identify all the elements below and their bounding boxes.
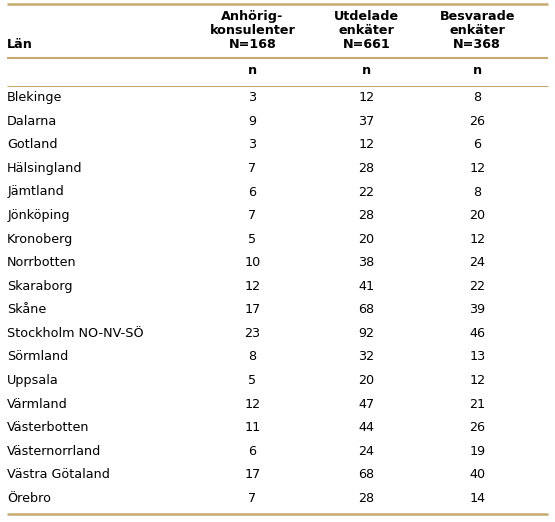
Text: Västernorrland: Västernorrland: [7, 445, 102, 458]
Text: 12: 12: [469, 162, 486, 175]
Text: enkäter: enkäter: [339, 24, 394, 37]
Text: 13: 13: [469, 350, 486, 363]
Text: Västra Götaland: Västra Götaland: [7, 468, 110, 481]
Text: konsulenter: konsulenter: [210, 24, 295, 37]
Text: 24: 24: [470, 256, 485, 269]
Text: Uppsala: Uppsala: [7, 374, 59, 387]
Text: 9: 9: [249, 115, 256, 128]
Text: N=661: N=661: [342, 38, 390, 51]
Text: Län: Län: [7, 38, 33, 51]
Text: 14: 14: [469, 492, 486, 505]
Text: Skaraborg: Skaraborg: [7, 280, 73, 293]
Text: N=168: N=168: [229, 38, 276, 51]
Text: Värmland: Värmland: [7, 397, 68, 410]
Text: 17: 17: [244, 303, 261, 316]
Text: 40: 40: [469, 468, 486, 481]
Text: 22: 22: [470, 280, 485, 293]
Text: Jämtland: Jämtland: [7, 185, 64, 198]
Text: 5: 5: [249, 374, 256, 387]
Text: Skåne: Skåne: [7, 303, 47, 316]
Text: 47: 47: [358, 397, 375, 410]
Text: 7: 7: [249, 162, 256, 175]
Text: 20: 20: [358, 374, 375, 387]
Text: 12: 12: [469, 233, 486, 246]
Text: 32: 32: [358, 350, 375, 363]
Text: Kronoberg: Kronoberg: [7, 233, 73, 246]
Text: 22: 22: [359, 185, 374, 198]
Text: 28: 28: [358, 209, 375, 222]
Text: 5: 5: [249, 233, 256, 246]
Text: 12: 12: [358, 91, 375, 104]
Text: 6: 6: [249, 185, 256, 198]
Text: 92: 92: [359, 327, 374, 340]
Text: enkäter: enkäter: [450, 24, 505, 37]
Text: 68: 68: [358, 303, 375, 316]
Text: Utdelade: Utdelade: [334, 10, 399, 23]
Text: Dalarna: Dalarna: [7, 115, 58, 128]
Text: 12: 12: [244, 397, 261, 410]
Text: 23: 23: [244, 327, 261, 340]
Text: Besvarade: Besvarade: [440, 10, 515, 23]
Text: 21: 21: [469, 397, 486, 410]
Text: Jönköping: Jönköping: [7, 209, 70, 222]
Text: 26: 26: [470, 115, 485, 128]
Text: 6: 6: [249, 445, 256, 458]
Text: 11: 11: [244, 421, 261, 434]
Text: 10: 10: [244, 256, 261, 269]
Text: 8: 8: [473, 91, 481, 104]
Text: Sörmland: Sörmland: [7, 350, 68, 363]
Text: Örebro: Örebro: [7, 492, 51, 505]
Text: n: n: [473, 64, 482, 77]
Text: 26: 26: [470, 421, 485, 434]
Text: 38: 38: [358, 256, 375, 269]
Text: 7: 7: [249, 492, 256, 505]
Text: 24: 24: [359, 445, 374, 458]
Text: 46: 46: [470, 327, 485, 340]
Text: 3: 3: [249, 138, 256, 151]
Text: 17: 17: [244, 468, 261, 481]
Text: 12: 12: [469, 374, 486, 387]
Text: Gotland: Gotland: [7, 138, 58, 151]
Text: 3: 3: [249, 91, 256, 104]
Text: 7: 7: [249, 209, 256, 222]
Text: n: n: [362, 64, 371, 77]
Text: Hälsingland: Hälsingland: [7, 162, 83, 175]
Text: n: n: [248, 64, 257, 77]
Text: 19: 19: [469, 445, 486, 458]
Text: 41: 41: [358, 280, 375, 293]
Text: 12: 12: [244, 280, 261, 293]
Text: 28: 28: [358, 492, 375, 505]
Text: 8: 8: [473, 185, 481, 198]
Text: 20: 20: [469, 209, 486, 222]
Text: Anhörig-: Anhörig-: [221, 10, 284, 23]
Text: 20: 20: [358, 233, 375, 246]
Text: 8: 8: [249, 350, 256, 363]
Text: N=368: N=368: [453, 38, 501, 51]
Text: 39: 39: [469, 303, 486, 316]
Text: 44: 44: [359, 421, 374, 434]
Text: Norrbotten: Norrbotten: [7, 256, 77, 269]
Text: Västerbotten: Västerbotten: [7, 421, 90, 434]
Text: 28: 28: [358, 162, 375, 175]
Text: 68: 68: [358, 468, 375, 481]
Text: Blekinge: Blekinge: [7, 91, 63, 104]
Text: 37: 37: [358, 115, 375, 128]
Text: Stockholm NO-NV-SÖ: Stockholm NO-NV-SÖ: [7, 327, 144, 340]
Text: 6: 6: [473, 138, 481, 151]
Text: 12: 12: [358, 138, 375, 151]
